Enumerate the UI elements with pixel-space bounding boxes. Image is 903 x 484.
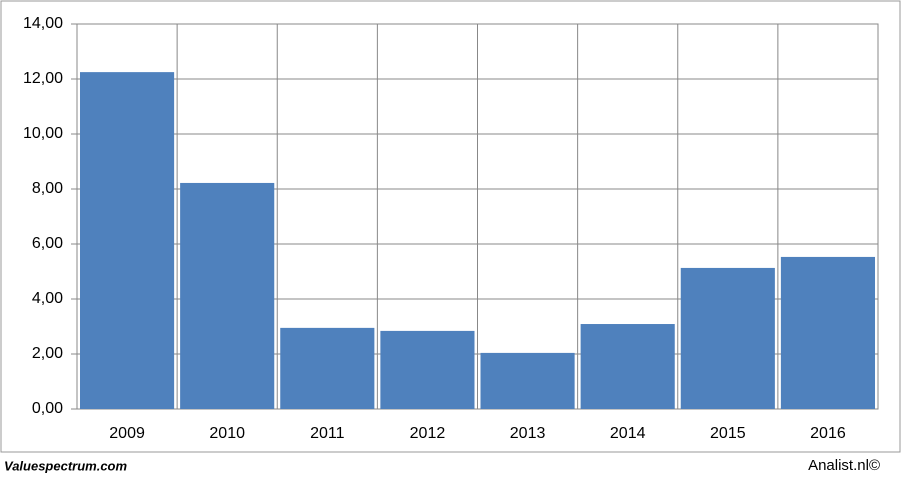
bar bbox=[80, 72, 175, 409]
x-tick-label: 2016 bbox=[810, 425, 846, 442]
footer-left: Valuespectrum.com bbox=[4, 458, 128, 473]
y-tick-label: 14,00 bbox=[23, 15, 63, 32]
y-tick-label: 12,00 bbox=[23, 70, 63, 87]
bar bbox=[780, 256, 875, 409]
x-tick-label: 2014 bbox=[610, 425, 646, 442]
y-tick-label: 2,00 bbox=[32, 345, 63, 362]
bar bbox=[680, 267, 775, 409]
footer-right: Analist.nl© bbox=[808, 457, 880, 474]
x-tick-label: 2011 bbox=[310, 425, 345, 442]
y-tick-label: 0,00 bbox=[32, 400, 63, 417]
x-tick-label: 2015 bbox=[710, 425, 746, 442]
y-tick-label: 10,00 bbox=[23, 125, 63, 142]
bar bbox=[480, 352, 575, 409]
bar bbox=[280, 327, 375, 409]
x-tick-label: 2010 bbox=[209, 425, 245, 442]
bar bbox=[180, 182, 275, 409]
chart-frame bbox=[0, 0, 901, 453]
y-tick-label: 8,00 bbox=[32, 180, 63, 197]
x-tick-label: 2009 bbox=[109, 425, 145, 442]
bar bbox=[380, 330, 475, 409]
bar bbox=[580, 324, 675, 409]
y-tick-label: 6,00 bbox=[32, 235, 63, 252]
y-tick-label: 4,00 bbox=[32, 290, 63, 307]
x-tick-label: 2013 bbox=[510, 425, 546, 442]
x-tick-label: 2012 bbox=[410, 425, 446, 442]
